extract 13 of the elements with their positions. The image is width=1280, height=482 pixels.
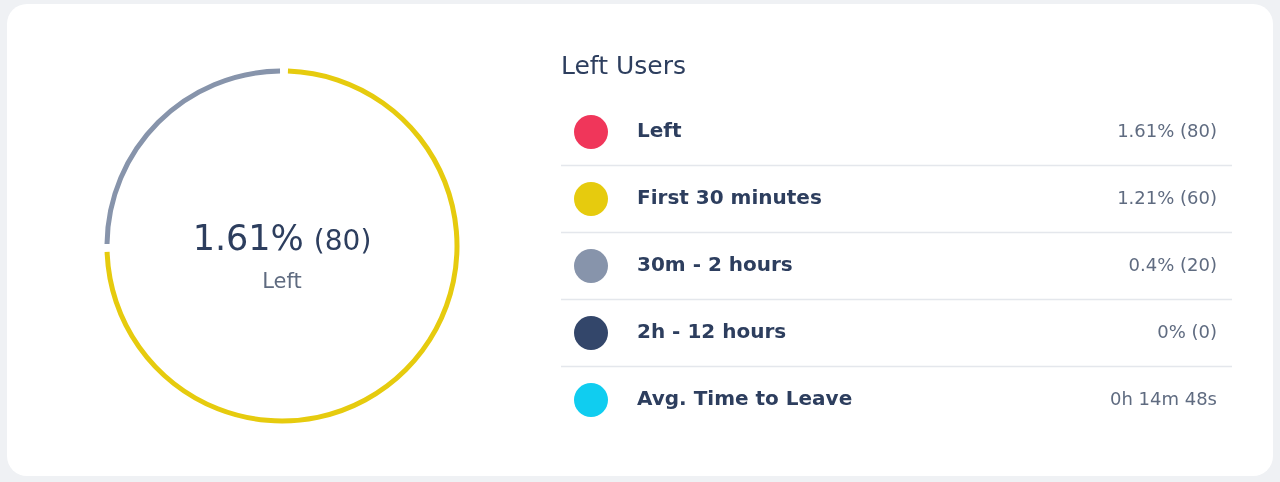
legend-label: Avg. Time to Leave: [637, 386, 853, 411]
text: Left: [262, 269, 302, 293]
legend-label: Left: [637, 118, 683, 143]
legend-title: Left Users: [561, 50, 686, 80]
legend-label: 30m - 2 hours: [637, 252, 793, 277]
text: 1.61% (80): [192, 218, 372, 258]
text: 1.61% (80): [1117, 119, 1217, 141]
legend-label: 2h - 12 hours: [637, 319, 787, 344]
text: 0% (0): [1157, 320, 1217, 342]
data-label: 0.4% (20): [1128, 253, 1217, 275]
legend-label: First 30 minutes: [637, 185, 822, 210]
data-label: 1.21% (60): [1117, 186, 1217, 208]
text: 0h 14m 48s: [1109, 387, 1217, 409]
